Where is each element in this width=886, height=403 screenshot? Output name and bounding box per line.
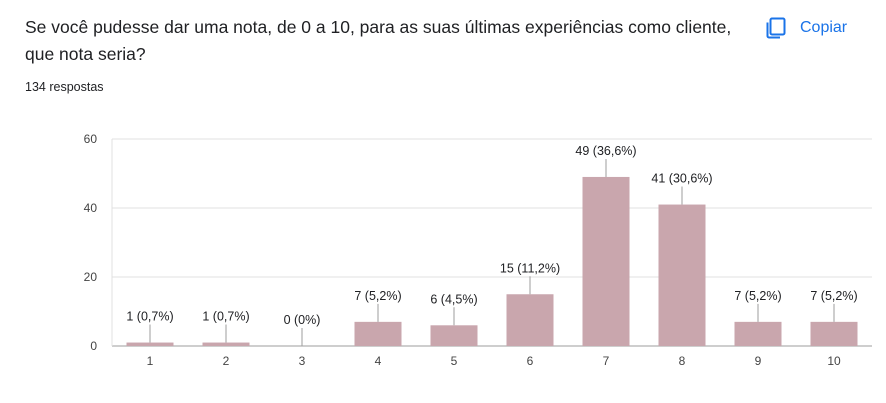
copy-icon bbox=[766, 17, 786, 39]
data-label-5: 6 (4,5%) bbox=[430, 292, 477, 306]
x-tick-label-5: 5 bbox=[451, 354, 458, 368]
bar-10[interactable] bbox=[810, 321, 858, 346]
x-tick-label-2: 2 bbox=[223, 354, 230, 368]
data-label-2: 1 (0,7%) bbox=[202, 310, 249, 324]
x-tick-label-10: 10 bbox=[827, 354, 841, 368]
y-tick-label: 40 bbox=[84, 201, 98, 215]
x-tick-label-9: 9 bbox=[755, 354, 762, 368]
x-tick-label-3: 3 bbox=[299, 354, 306, 368]
bar-5[interactable] bbox=[430, 325, 478, 346]
bar-8[interactable] bbox=[658, 204, 706, 346]
question-title: Se você pudesse dar uma nota, de 0 a 10,… bbox=[25, 17, 732, 64]
data-label-3: 0 (0%) bbox=[284, 313, 321, 327]
data-label-7: 49 (36,6%) bbox=[575, 144, 636, 158]
bar-9[interactable] bbox=[734, 321, 782, 346]
response-count: 134 respostas bbox=[25, 80, 104, 94]
x-tick-label-7: 7 bbox=[603, 354, 610, 368]
bar-1[interactable] bbox=[126, 342, 174, 346]
data-label-1: 1 (0,7%) bbox=[126, 310, 173, 324]
x-tick-label-8: 8 bbox=[679, 354, 686, 368]
y-tick-label: 60 bbox=[84, 132, 98, 146]
y-tick-label: 20 bbox=[84, 270, 98, 284]
data-label-4: 7 (5,2%) bbox=[354, 289, 401, 303]
bar-6[interactable] bbox=[506, 294, 554, 346]
bar-4[interactable] bbox=[354, 321, 402, 346]
x-tick-label-6: 6 bbox=[527, 354, 534, 368]
x-tick-label-1: 1 bbox=[147, 354, 154, 368]
data-label-10: 7 (5,2%) bbox=[810, 289, 857, 303]
data-label-6: 15 (11,2%) bbox=[500, 261, 560, 275]
y-tick-label: 0 bbox=[90, 339, 97, 353]
x-tick-label-4: 4 bbox=[375, 354, 382, 368]
copy-button-label: Copiar bbox=[800, 19, 848, 36]
data-label-9: 7 (5,2%) bbox=[734, 289, 781, 303]
copy-button[interactable]: Copiar bbox=[764, 14, 847, 42]
bar-2[interactable] bbox=[202, 342, 250, 346]
data-label-8: 41 (30,6%) bbox=[651, 172, 712, 186]
bar-7[interactable] bbox=[582, 176, 630, 346]
